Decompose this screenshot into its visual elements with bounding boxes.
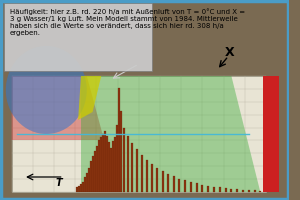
Bar xyxy=(161,171,164,192)
Polygon shape xyxy=(81,76,260,192)
Polygon shape xyxy=(78,76,101,120)
Bar xyxy=(108,142,110,192)
Bar xyxy=(84,177,86,192)
Bar xyxy=(98,140,100,192)
Bar xyxy=(118,88,120,192)
Bar xyxy=(86,173,88,192)
Bar xyxy=(202,185,203,192)
Bar xyxy=(128,136,129,192)
Bar xyxy=(12,76,266,192)
Bar xyxy=(78,186,80,192)
Bar xyxy=(76,187,78,192)
Bar xyxy=(141,155,143,192)
Bar xyxy=(207,186,209,192)
Bar xyxy=(236,189,238,192)
Bar xyxy=(120,111,122,192)
Bar xyxy=(116,125,118,192)
Bar xyxy=(263,76,279,192)
Bar xyxy=(219,187,221,192)
Bar xyxy=(90,161,92,192)
Bar xyxy=(248,190,250,192)
Bar xyxy=(184,180,186,192)
Bar xyxy=(82,182,84,192)
Bar xyxy=(151,164,153,192)
Bar xyxy=(94,151,96,192)
Bar xyxy=(92,156,94,192)
Bar xyxy=(136,149,137,192)
Bar xyxy=(102,134,104,192)
Bar xyxy=(131,143,134,192)
Bar xyxy=(259,191,261,192)
Bar xyxy=(112,141,114,192)
Bar xyxy=(96,146,98,192)
Bar xyxy=(230,189,232,192)
Bar xyxy=(104,131,106,192)
Bar xyxy=(114,137,116,192)
FancyBboxPatch shape xyxy=(4,3,152,71)
Bar xyxy=(146,160,148,192)
Text: X: X xyxy=(225,46,235,58)
Text: T: T xyxy=(56,178,63,188)
Bar xyxy=(190,182,192,192)
Polygon shape xyxy=(12,76,104,140)
Bar xyxy=(225,188,226,192)
Bar xyxy=(80,184,82,192)
Bar xyxy=(254,190,256,192)
Bar xyxy=(213,187,215,192)
Bar xyxy=(178,179,180,192)
Bar xyxy=(100,137,102,192)
Bar xyxy=(110,148,112,192)
Bar xyxy=(156,168,158,192)
Bar xyxy=(242,190,244,192)
Text: Häufigkeit: hier z.B. rd. 220 h/a mit Außenluft von T = 0°C und X =
3 g Wasser/1: Häufigkeit: hier z.B. rd. 220 h/a mit Au… xyxy=(10,8,245,36)
Bar xyxy=(106,136,108,192)
Bar xyxy=(88,168,90,192)
Ellipse shape xyxy=(6,46,87,134)
Bar xyxy=(123,128,125,192)
Bar xyxy=(172,176,175,192)
Bar xyxy=(167,174,169,192)
Bar xyxy=(196,183,198,192)
